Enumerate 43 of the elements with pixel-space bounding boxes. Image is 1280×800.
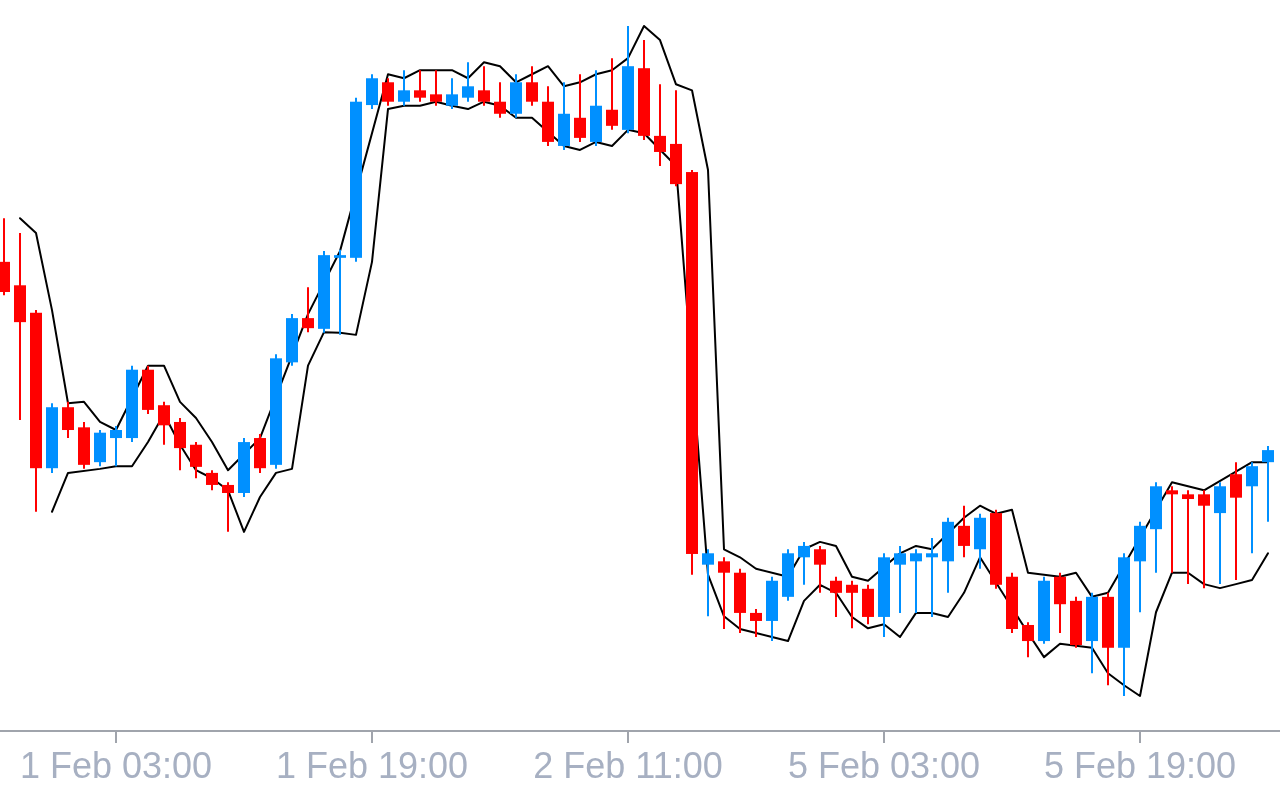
candlestick — [606, 57, 618, 131]
candlestick — [206, 469, 218, 492]
candlestick — [446, 77, 458, 111]
candlestick — [958, 504, 970, 559]
x-tick-label: 1 Feb 03:00 — [19, 745, 213, 786]
candlestick — [222, 481, 234, 533]
candlestick — [910, 548, 922, 614]
candlestick — [1230, 461, 1242, 582]
candlestick — [830, 575, 842, 618]
candlestick — [1022, 621, 1034, 659]
candlestick — [654, 83, 666, 168]
x-tick-label: 1 Feb 19:00 — [275, 745, 469, 786]
candlestick — [814, 544, 826, 594]
candlestick — [334, 248, 346, 336]
candlestick — [494, 81, 506, 119]
x-tick-label: 5 Feb 19:00 — [1043, 745, 1237, 786]
candlestick — [158, 400, 170, 446]
candlestick — [1198, 489, 1210, 590]
candlestick — [382, 77, 394, 107]
candlestick — [190, 441, 202, 480]
candlestick — [62, 400, 74, 440]
candlestick — [1166, 485, 1178, 574]
candlestick — [398, 69, 410, 107]
candlestick — [702, 548, 714, 618]
candlestick — [846, 579, 858, 630]
candlestick — [798, 540, 810, 586]
candlestick — [462, 61, 474, 103]
candlestick — [430, 69, 442, 107]
candlestick — [574, 73, 586, 143]
candlestick — [718, 556, 730, 630]
candlestick — [750, 607, 762, 639]
candlestick — [1246, 461, 1258, 555]
candlestick — [478, 65, 490, 107]
candlestick — [926, 536, 938, 618]
x-tick-label: 5 Feb 03:00 — [787, 745, 981, 786]
candlestick — [302, 286, 314, 334]
candlestick — [1262, 445, 1274, 523]
candlestick — [414, 69, 426, 103]
candlestick — [1182, 489, 1194, 586]
candlestick — [526, 65, 538, 107]
x-tick-label: 2 Feb 11:00 — [533, 745, 723, 786]
candlestick — [110, 424, 122, 468]
candlestick — [894, 544, 906, 614]
